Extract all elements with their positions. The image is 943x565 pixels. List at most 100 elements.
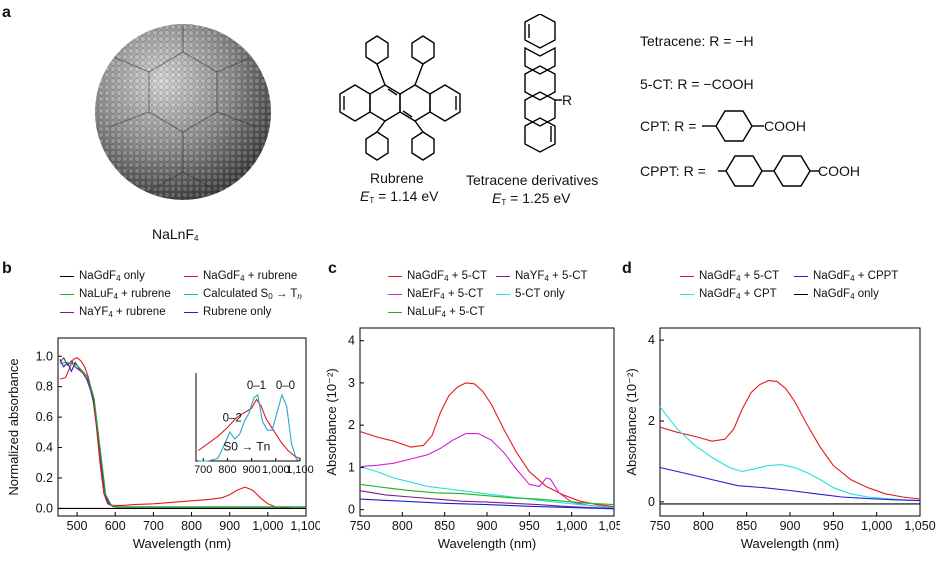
rubrene-name: Rubrene xyxy=(370,170,424,186)
inset-series-1 xyxy=(198,393,301,462)
panel-c-label: c xyxy=(328,260,337,277)
series-line-d-1 xyxy=(659,406,921,502)
chart-d: 750 800 850 900 950 1,000 1,050 0 2 4 Wavelength (… xyxy=(624,327,936,551)
series-line-d-2 xyxy=(659,466,921,502)
y-tick-label-b-2: 0.4 xyxy=(36,441,53,455)
x-axis-label-b: Wavelength (nm) xyxy=(133,536,232,551)
series-line-c-5 xyxy=(359,498,615,510)
y-tick-label-c-2: 2 xyxy=(348,418,355,432)
legend-c-2: NaErF4 + 5-CT xyxy=(388,288,483,301)
legend-b-2: NaLuF4 + rubrene xyxy=(60,288,171,301)
substituent-5ct: 5-CT: R = −COOH xyxy=(640,76,754,92)
legend-d-3: NaGdF4 only xyxy=(794,288,879,301)
cpt-phenyl-structure xyxy=(702,110,764,142)
legend-c-0: NaGdF4 + 5-CT xyxy=(388,270,487,283)
y-tick-label-b-5: 1.0 xyxy=(36,349,53,363)
panel-a-label: a xyxy=(2,4,11,21)
legend-b-0: NaGdF4 only xyxy=(60,270,145,283)
legend-b-4: NaYF4 + rubrene xyxy=(60,306,166,319)
inset-annotation-2: 0–0 xyxy=(276,380,295,392)
legend-c-4: NaLuF4 + 5-CT xyxy=(388,306,485,319)
inset-x-tick-label-0: 700 xyxy=(194,464,212,476)
tetracene-energy: ET = 1.25 eV xyxy=(492,190,571,207)
x-tick-label-c-3: 900 xyxy=(477,519,498,533)
nanoparticle-caption: NaLnF4 xyxy=(152,226,199,243)
panel-d-label: d xyxy=(622,260,632,277)
inset-x-tick-label-2: 900 xyxy=(242,464,260,476)
y-tick-label-c-1: 1 xyxy=(348,460,355,474)
y-tick-label-b-3: 0.6 xyxy=(36,410,53,424)
x-tick-label-d-0: 750 xyxy=(650,519,671,533)
inset-annotation-0: 0–2 xyxy=(223,412,242,424)
y-tick-label-c-0: 0 xyxy=(348,503,355,517)
x-tick-label-c-0: 750 xyxy=(350,519,371,533)
plot-frame-d xyxy=(659,327,921,517)
x-tick-label-c-4: 950 xyxy=(519,519,540,533)
tetracene-r-label: R xyxy=(562,92,573,108)
x-tick-label-d-1: 800 xyxy=(693,519,714,533)
x-tick-label-c-2: 850 xyxy=(434,519,455,533)
cppt-biphenyl-structure xyxy=(718,155,820,187)
inset-transition-text: S0 → Tn xyxy=(223,439,270,453)
x-tick-label-c-5: 1,000 xyxy=(556,519,587,533)
x-tick-label-d-5: 1,000 xyxy=(861,519,892,533)
inset-x-tick-label-3: 1,000 xyxy=(262,464,290,476)
x-tick-label-b-6: 1,100 xyxy=(290,519,320,533)
y-axis-label-c: Absorbance (10⁻²) xyxy=(324,368,339,475)
legend-b-1: NaGdF4 + rubrene xyxy=(184,270,297,283)
series-line-c-0 xyxy=(359,382,615,508)
inset-x-tick-label-1: 800 xyxy=(218,464,236,476)
chart-c: 750 800 850 900 950 1,000 1,050 0 1 2 3 4 Wavelength… xyxy=(324,327,620,551)
x-tick-label-d-4: 950 xyxy=(823,519,844,533)
plot-frame-c xyxy=(359,327,615,517)
x-tick-label-b-4: 900 xyxy=(219,519,240,533)
x-tick-label-d-2: 850 xyxy=(736,519,757,533)
inset-annotation-1: 0–1 xyxy=(247,380,266,392)
x-tick-label-d-6: 1,050 xyxy=(904,519,935,533)
legend-d-1: NaGdF4 + CPPT xyxy=(794,270,898,283)
plot-frame-b xyxy=(57,337,307,517)
series-line-b-3 xyxy=(59,361,306,508)
series-line-b-0 xyxy=(59,357,291,509)
x-tick-label-c-6: 1,050 xyxy=(598,519,620,533)
tetracene-name: Tetracene derivatives xyxy=(466,172,599,188)
nanoparticle-illustration xyxy=(95,24,271,200)
inset-x-tick-label-4: 1,100 xyxy=(286,464,314,476)
y-tick-label-c-3: 3 xyxy=(348,376,355,390)
x-tick-label-b-2: 700 xyxy=(143,519,164,533)
y-tick-label-b-1: 0.2 xyxy=(36,471,53,485)
substituent-cppt: CPPT: R = xyxy=(640,163,706,179)
rubrene-energy: ET = 1.14 eV xyxy=(360,188,439,205)
y-tick-label-d-1: 2 xyxy=(648,414,655,428)
x-tick-label-b-3: 800 xyxy=(181,519,202,533)
x-tick-label-b-5: 1,000 xyxy=(252,519,283,533)
x-tick-label-b-1: 600 xyxy=(105,519,126,533)
legend-d-2: NaGdF4 + CPT xyxy=(680,288,777,301)
series-line-c-2 xyxy=(359,466,615,509)
series-line-c-3 xyxy=(359,483,615,506)
chart-b: 500 600 700 800 900 1,000 1,1000.00.20.40.60.8… xyxy=(6,337,320,551)
legend-c-3: 5-CT only xyxy=(496,288,565,300)
legend-d-0: NaGdF4 + 5-CT xyxy=(680,270,779,283)
cppt-tail: COOH xyxy=(818,163,860,179)
substituent-tetracene: Tetracene: R = −H xyxy=(640,33,754,49)
x-tick-label-d-3: 900 xyxy=(780,519,801,533)
legend-c-1: NaYF4 + 5-CT xyxy=(496,270,588,283)
series-line-d-0 xyxy=(659,380,921,500)
y-tick-label-d-0: 0 xyxy=(648,495,655,509)
y-tick-label-c-4: 4 xyxy=(348,334,355,348)
inset-series-0 xyxy=(198,398,301,459)
panel-b-label: b xyxy=(2,260,12,277)
tetracene-structure xyxy=(524,14,562,153)
substituent-cpt: CPT: R = xyxy=(640,118,697,134)
x-tick-label-b-0: 500 xyxy=(67,519,88,533)
series-line-c-4 xyxy=(359,490,615,509)
series-line-c-1 xyxy=(359,433,615,509)
y-tick-label-b-4: 0.8 xyxy=(36,380,53,394)
legend-b-5: Rubrene only xyxy=(184,306,271,318)
y-tick-label-d-2: 4 xyxy=(648,333,655,347)
x-tick-label-c-1: 800 xyxy=(392,519,413,533)
cpt-tail: COOH xyxy=(764,118,806,134)
y-axis-label-b: Normalized absorbance xyxy=(6,358,21,495)
legend-b-3: Calculated S0 → Tn xyxy=(184,288,302,301)
